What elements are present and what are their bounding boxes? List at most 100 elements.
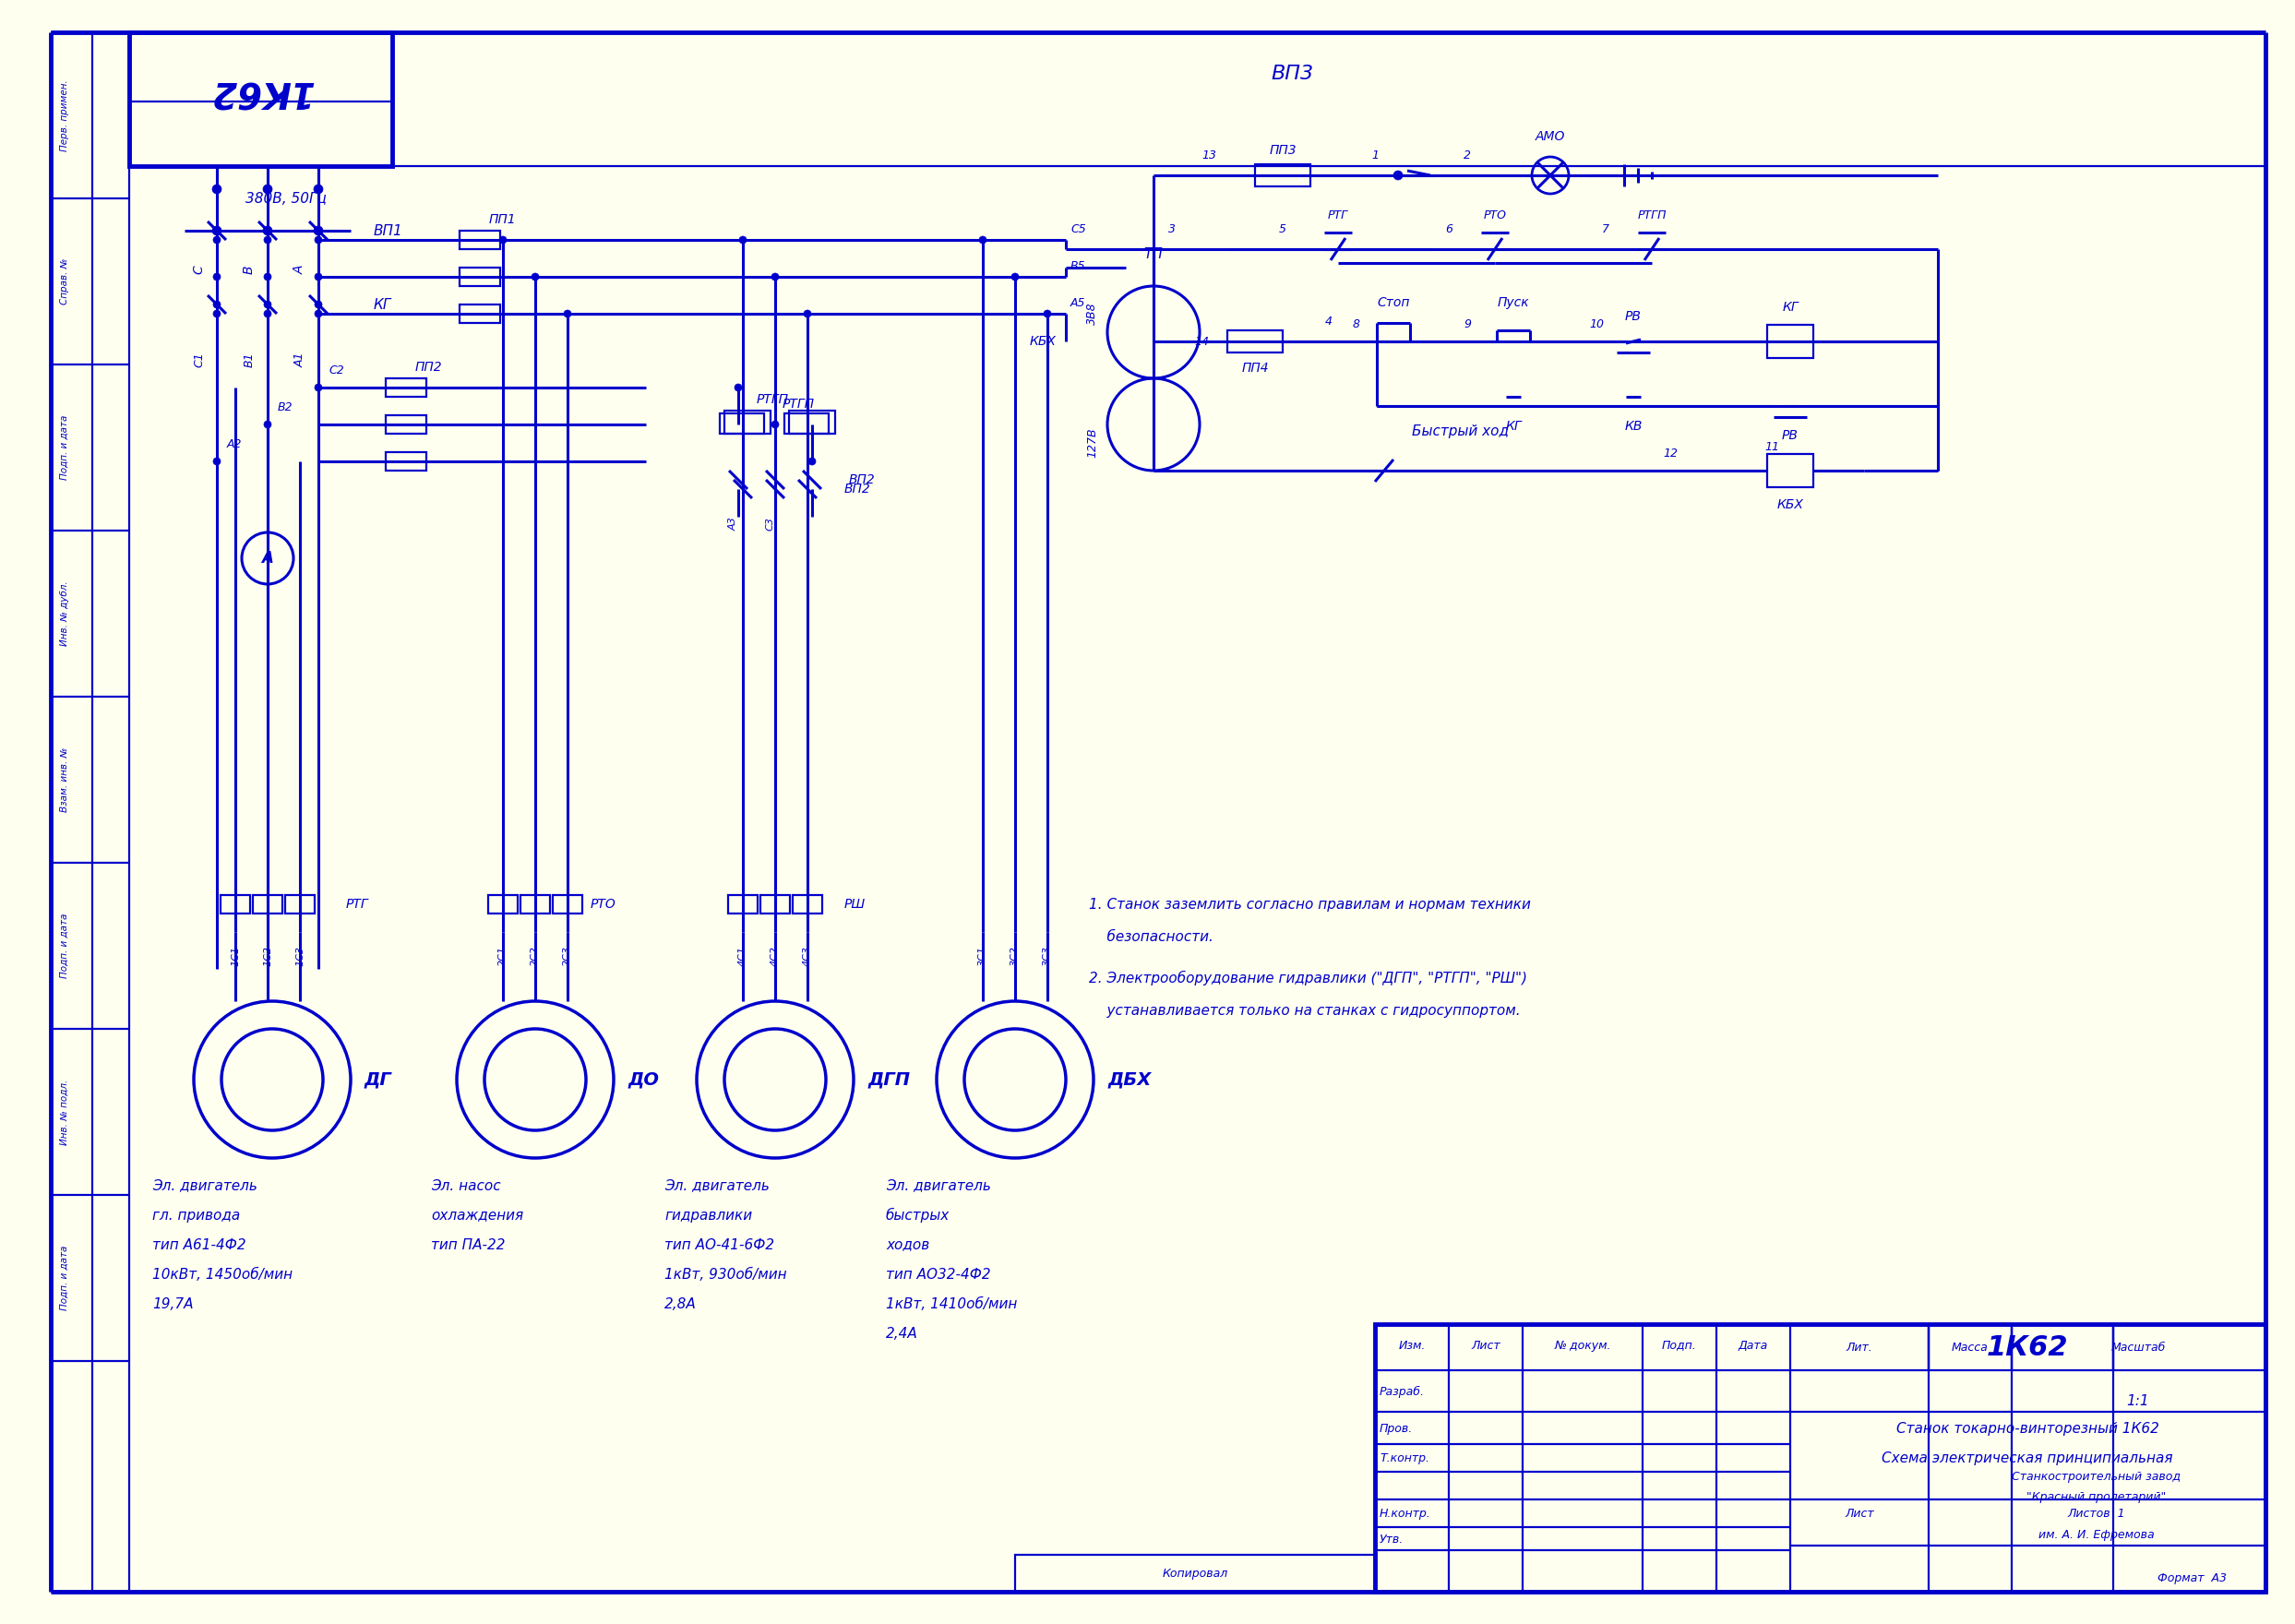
- Text: 1:1: 1:1: [2127, 1393, 2150, 1408]
- Text: ТП: ТП: [1143, 247, 1164, 261]
- Text: РТО: РТО: [1483, 209, 1506, 221]
- Circle shape: [314, 310, 321, 317]
- Bar: [386, 378, 427, 396]
- Text: Лист: Лист: [1471, 1340, 1501, 1351]
- Text: 12: 12: [1664, 448, 1678, 460]
- Circle shape: [739, 235, 746, 244]
- Circle shape: [213, 235, 220, 244]
- Text: 9: 9: [1464, 318, 1471, 330]
- Text: Масса: Масса: [1951, 1341, 1987, 1353]
- Text: 2: 2: [1464, 149, 1471, 161]
- Text: Станкостроительный завод: Станкостроительный завод: [2013, 1470, 2180, 1483]
- Bar: [285, 895, 314, 913]
- Circle shape: [565, 310, 571, 317]
- Bar: [721, 414, 764, 434]
- Text: ВП2: ВП2: [849, 473, 874, 486]
- Text: 1К62: 1К62: [209, 73, 312, 107]
- Text: Эл. двигатель: Эл. двигатель: [666, 1179, 769, 1192]
- Bar: [386, 451, 427, 471]
- Text: 10кВт, 1450об/мин: 10кВт, 1450об/мин: [151, 1267, 294, 1281]
- Text: Взам. инв. №: Взам. инв. №: [60, 747, 69, 812]
- Circle shape: [264, 310, 271, 317]
- Circle shape: [264, 421, 271, 429]
- Text: Утв.: Утв.: [1379, 1533, 1405, 1544]
- Text: 1С2: 1С2: [264, 945, 273, 966]
- Text: 2,8А: 2,8А: [666, 1298, 695, 1311]
- Text: тип АО32-4Ф2: тип АО32-4Ф2: [886, 1267, 991, 1281]
- Text: тип АО-41-6Ф2: тип АО-41-6Ф2: [666, 1237, 773, 1252]
- Bar: [459, 231, 500, 248]
- Circle shape: [264, 273, 271, 281]
- Text: ВП3: ВП3: [1271, 65, 1313, 83]
- Text: 3С3: 3С3: [1042, 945, 1051, 966]
- Circle shape: [771, 273, 778, 281]
- Text: гл. привода: гл. привода: [151, 1208, 241, 1223]
- Text: 2С1: 2С1: [498, 945, 507, 966]
- Text: 1: 1: [1372, 149, 1379, 161]
- Text: Подп. и дата: Подп. и дата: [60, 913, 69, 978]
- Text: РТГП: РТГП: [783, 398, 815, 411]
- Text: 4С1: 4С1: [739, 945, 748, 966]
- Text: 3С1: 3С1: [978, 945, 987, 966]
- Text: 19,7А: 19,7А: [151, 1298, 193, 1311]
- Text: быстрых: быстрых: [886, 1208, 950, 1223]
- Circle shape: [213, 300, 220, 309]
- Text: ВП2: ВП2: [845, 482, 870, 495]
- Text: В: В: [243, 265, 255, 274]
- Text: ходов: ходов: [886, 1237, 929, 1252]
- Circle shape: [314, 300, 321, 309]
- Text: ВП1: ВП1: [374, 224, 404, 237]
- Bar: [129, 32, 392, 166]
- Circle shape: [211, 185, 223, 193]
- Text: Подп. и дата: Подп. и дата: [60, 416, 69, 481]
- Circle shape: [1012, 273, 1019, 281]
- Circle shape: [734, 383, 741, 391]
- Circle shape: [500, 235, 507, 244]
- Text: РТГ: РТГ: [1329, 209, 1347, 221]
- Text: А: А: [294, 265, 305, 274]
- Text: РШ: РШ: [845, 898, 865, 911]
- Text: Формат  А3: Формат А3: [2157, 1572, 2226, 1583]
- Circle shape: [803, 310, 810, 317]
- Text: С: С: [193, 265, 204, 274]
- Text: 14: 14: [1193, 336, 1209, 348]
- Text: В1: В1: [243, 352, 255, 367]
- Text: ПП1: ПП1: [489, 213, 516, 226]
- Text: РТГ: РТГ: [347, 898, 369, 911]
- Text: 7: 7: [1602, 224, 1609, 235]
- Bar: [728, 895, 757, 913]
- Text: А3: А3: [730, 516, 739, 531]
- Text: 1кВт, 1410об/мин: 1кВт, 1410об/мин: [886, 1298, 1017, 1311]
- Text: 3В8: 3В8: [1086, 302, 1097, 325]
- Text: Разраб.: Разраб.: [1379, 1385, 1425, 1398]
- Text: КГ: КГ: [1506, 421, 1522, 432]
- Bar: [1767, 325, 1813, 357]
- Text: РТГП: РТГП: [757, 393, 789, 406]
- Text: РТГП: РТГП: [1636, 209, 1666, 221]
- Text: Эл. двигатель: Эл. двигатель: [886, 1179, 991, 1192]
- Bar: [521, 895, 551, 913]
- Circle shape: [532, 273, 539, 281]
- Text: Быстрый ход: Быстрый ход: [1411, 424, 1508, 438]
- Text: ДО: ДО: [627, 1070, 659, 1088]
- Text: гидравлики: гидравлики: [666, 1208, 753, 1223]
- Bar: [1228, 330, 1283, 352]
- Text: КВ: КВ: [1625, 421, 1643, 432]
- Circle shape: [314, 185, 324, 193]
- Text: 6: 6: [1446, 224, 1453, 235]
- Bar: [459, 305, 500, 323]
- Text: 11: 11: [1765, 442, 1779, 453]
- Text: ПП4: ПП4: [1242, 362, 1269, 375]
- Text: АМО: АМО: [1535, 130, 1565, 143]
- Text: А1: А1: [294, 352, 305, 367]
- Text: КГ: КГ: [374, 297, 392, 312]
- Text: 1кВт, 930об/мин: 1кВт, 930об/мин: [666, 1267, 787, 1281]
- Text: Станок токарно-винторезный 1К62: Станок токарно-винторезный 1К62: [1896, 1421, 2160, 1436]
- Bar: [386, 416, 427, 434]
- Text: РВ: РВ: [1625, 310, 1641, 323]
- Text: Копировал: Копировал: [1161, 1567, 1228, 1579]
- Text: ДГ: ДГ: [365, 1070, 392, 1088]
- Text: 4С2: 4С2: [771, 945, 780, 966]
- Bar: [1767, 455, 1813, 487]
- Text: им. А. И. Ефремова: им. А. И. Ефремова: [2038, 1528, 2155, 1541]
